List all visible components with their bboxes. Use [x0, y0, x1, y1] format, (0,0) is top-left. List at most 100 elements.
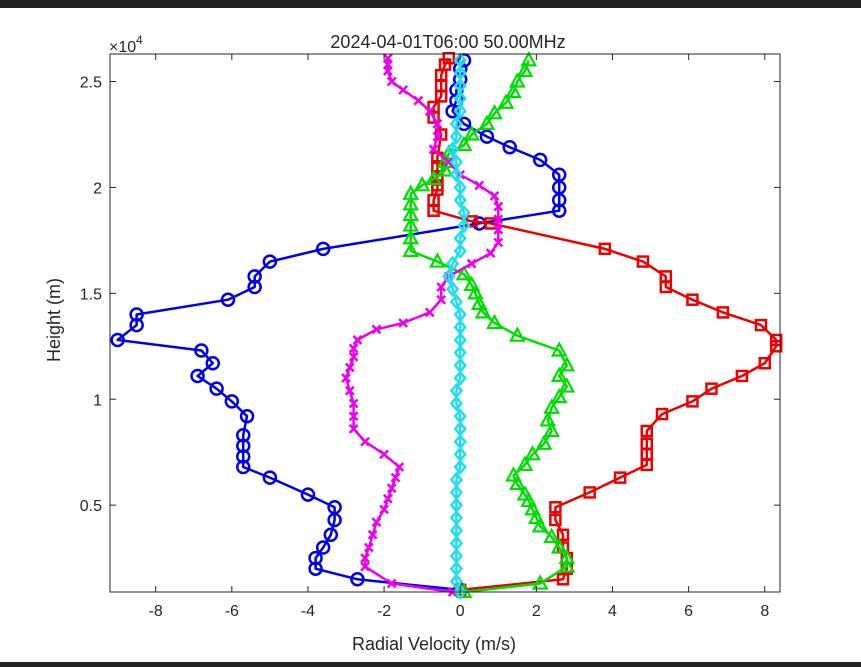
data-point-triangle	[516, 485, 534, 501]
data-point-circle	[551, 167, 567, 182]
data-point-diamond	[453, 103, 467, 120]
data-point-x	[398, 85, 409, 95]
data-point-triangle	[402, 205, 420, 222]
data-point-diamond	[449, 509, 464, 526]
data-point-square	[716, 306, 730, 319]
data-point-diamond	[457, 217, 471, 234]
data-point-triangle	[402, 184, 420, 200]
data-point-x	[363, 542, 374, 553]
data-point-x	[493, 201, 504, 212]
data-point-circle	[205, 355, 221, 371]
y-exponent-base: ×10	[109, 39, 136, 56]
x-tick-label: 2	[532, 603, 541, 620]
data-point-circle	[315, 540, 331, 555]
data-point-diamond	[453, 408, 467, 425]
data-point-diamond	[453, 243, 467, 259]
data-point-circle	[551, 203, 567, 218]
window-bottom-bar	[0, 662, 861, 667]
data-point-triangle	[558, 377, 576, 393]
data-point-x	[360, 436, 370, 447]
data-point-x	[360, 561, 370, 572]
data-point-triangle	[524, 500, 541, 516]
data-point-triangle	[558, 548, 576, 565]
data-point-x	[394, 462, 405, 472]
data-point-diamond	[453, 230, 467, 247]
data-point-diamond	[453, 459, 467, 475]
data-point-triangle	[558, 356, 576, 372]
y-exponent: ×10 4	[109, 33, 143, 56]
data-point-square	[758, 356, 772, 370]
data-point-triangle	[402, 228, 420, 245]
data-point-x	[428, 144, 439, 155]
data-point-circle	[235, 428, 251, 443]
series-x	[341, 53, 504, 597]
data-point-diamond	[453, 370, 467, 387]
data-point-x	[348, 398, 359, 409]
data-point-diamond	[449, 573, 464, 590]
data-point-x	[398, 318, 409, 328]
data-point-triangle	[478, 114, 496, 130]
data-point-square	[583, 486, 596, 499]
data-point-square	[556, 528, 570, 542]
data-point-x	[348, 343, 359, 354]
data-point-triangle	[508, 326, 526, 342]
data-point-triangle	[455, 135, 473, 152]
data-point-square	[636, 255, 650, 268]
data-point-diamond	[453, 90, 467, 107]
data-point-triangle	[550, 366, 568, 383]
data-point-circle	[262, 254, 278, 269]
data-point-x	[379, 449, 389, 460]
data-point-diamond	[449, 548, 464, 564]
x-tick-label: -8	[149, 603, 163, 620]
series-line	[432, 57, 778, 592]
x-tick-label: 4	[608, 603, 617, 620]
data-point-square	[754, 318, 768, 332]
data-point-x	[386, 483, 397, 494]
data-point-diamond	[449, 471, 464, 488]
data-point-diamond	[449, 115, 464, 132]
data-point-triangle	[429, 252, 446, 268]
ticks-layer: -8 -6 -4 -2 0 2 4 6 8 0.5 1 1.5 2 2.5	[80, 54, 780, 620]
data-point-x	[386, 76, 397, 87]
data-point-diamond	[453, 584, 467, 600]
data-point-x	[424, 307, 435, 318]
data-point-circle	[194, 343, 209, 358]
data-point-circle	[262, 470, 278, 485]
data-point-triangle	[531, 574, 549, 590]
data-point-circle	[350, 572, 365, 587]
data-point-triangle	[535, 434, 553, 450]
data-point-diamond	[449, 154, 464, 170]
data-point-circle	[224, 394, 240, 409]
data-point-square	[735, 369, 749, 383]
data-point-x	[474, 180, 485, 191]
data-point-circle	[129, 307, 144, 322]
data-point-circle	[502, 139, 517, 155]
data-point-diamond	[445, 255, 460, 272]
data-point-square	[686, 395, 699, 408]
data-point-square	[549, 513, 562, 527]
data-point-triangle	[558, 557, 576, 573]
data-point-triangle	[524, 445, 541, 461]
data-point-circle	[235, 459, 251, 475]
series-layer	[110, 51, 783, 600]
data-point-square	[655, 407, 669, 421]
data-point-circle	[235, 449, 251, 464]
data-point-triangle	[543, 398, 560, 414]
data-point-x	[383, 493, 393, 504]
data-point-triangle	[402, 241, 420, 258]
data-point-triangle	[543, 421, 560, 438]
data-point-diamond	[457, 204, 471, 221]
data-point-circle	[220, 292, 236, 307]
data-point-triangle	[486, 313, 503, 330]
x-axis-label: Radial Velocity (m/s)	[352, 634, 516, 654]
series-diamond	[442, 52, 471, 600]
data-point-diamond	[449, 128, 464, 145]
data-point-circle	[247, 269, 262, 284]
data-point-x	[371, 517, 382, 527]
data-point-x	[390, 472, 401, 483]
x-tick-label: 6	[684, 603, 693, 620]
data-point-triangle	[436, 161, 454, 177]
data-point-x	[443, 157, 454, 167]
data-point-circle	[129, 317, 144, 333]
